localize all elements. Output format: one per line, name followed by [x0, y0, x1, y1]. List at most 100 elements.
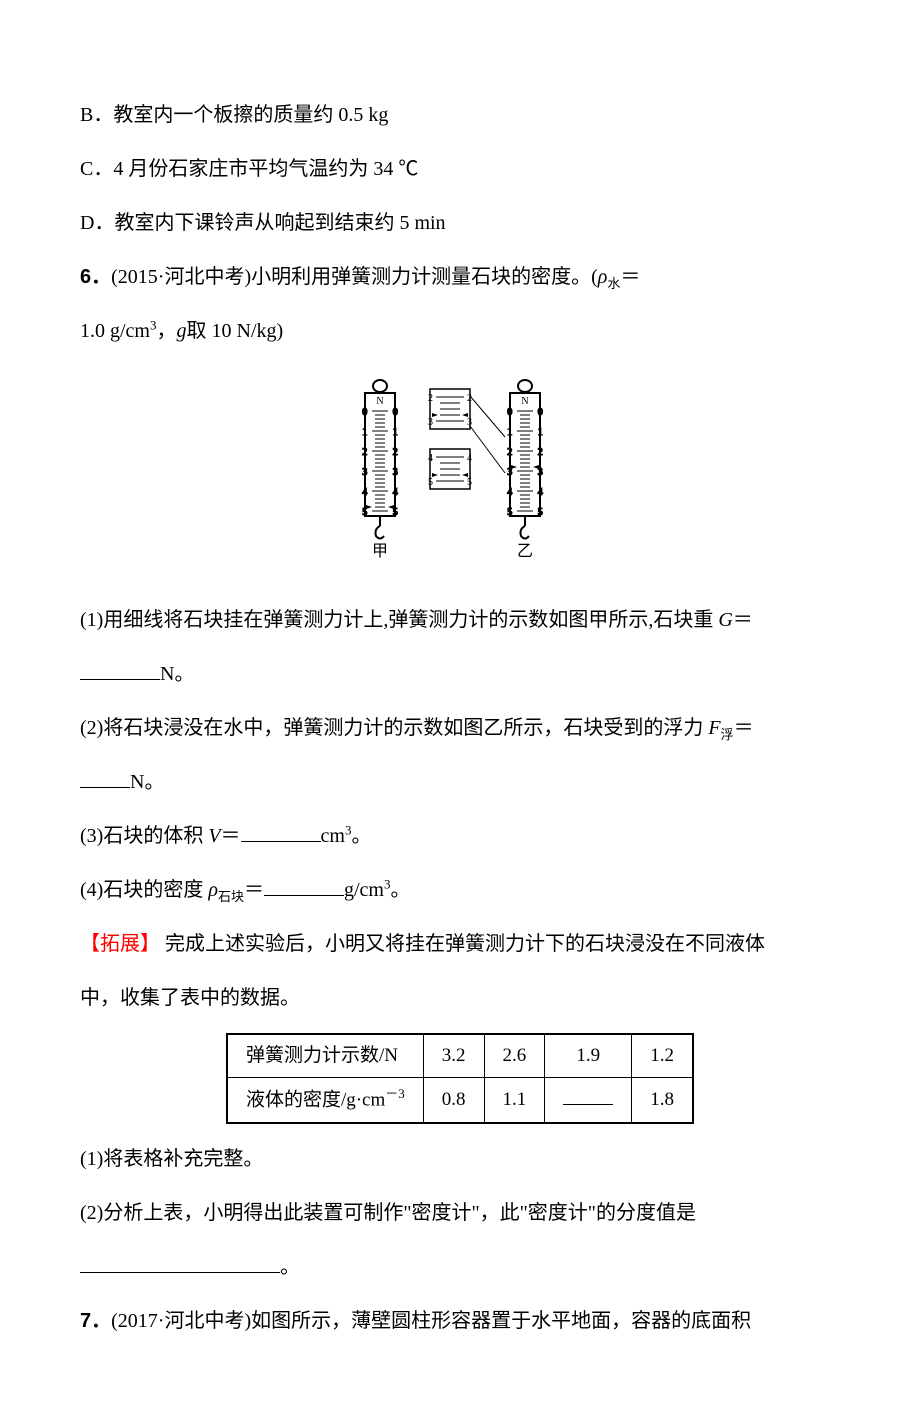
row2-label: 液体的密度/g·cm－3 — [227, 1078, 423, 1123]
svg-text:4: 4 — [362, 486, 368, 498]
svg-text:1: 1 — [362, 426, 368, 438]
svg-text:4: 4 — [428, 453, 433, 464]
q6-p3c: 。 — [351, 825, 371, 847]
svg-text:乙: 乙 — [517, 543, 533, 560]
svg-text:3: 3 — [467, 417, 472, 428]
rho2-sub: 石块 — [218, 889, 244, 904]
q6-p1b: N。 — [160, 663, 194, 685]
q6-expand-2: 中，收集了表中的数据。 — [80, 973, 840, 1023]
cell: 3.2 — [423, 1034, 484, 1078]
blank-F — [80, 768, 130, 788]
cell: 1.2 — [632, 1034, 693, 1078]
svg-text:4: 4 — [467, 453, 472, 464]
q6-part4: (4)石块的密度 ρ石块＝g/cm3。 — [80, 865, 840, 915]
svg-text:4: 4 — [538, 486, 544, 498]
q6-ext2b-period: 。 — [280, 1256, 300, 1278]
blank-G — [80, 660, 160, 680]
question-7-stem: 7．(2017·河北中考)如图所示，薄壁圆柱形容器置于水平地面，容器的底面积 — [80, 1296, 840, 1346]
svg-text:5: 5 — [467, 477, 472, 488]
q6-part3: (3)石块的体积 V＝cm3。 — [80, 811, 840, 861]
expand-text: 完成上述实验后，小明又将挂在弹簧测力计下的石块浸没在不同液体 — [160, 933, 765, 955]
svg-text:5: 5 — [428, 477, 433, 488]
q6-ext2a: (2)分析上表，小明得出此装置可制作"密度计"，此"密度计"的分度值是 — [80, 1188, 840, 1238]
F-sub: 浮 — [721, 727, 734, 742]
rho-symbol: ρ — [598, 266, 608, 288]
G-symbol: G — [718, 609, 732, 631]
option-c: C．4 月份石家庄市平均气温约为 34 ℃ — [80, 144, 840, 194]
svg-text:4: 4 — [393, 486, 399, 498]
blank-rho — [264, 876, 344, 896]
svg-text:3: 3 — [362, 466, 368, 478]
svg-text:2: 2 — [507, 446, 513, 458]
q6-p3a: (3)石块的体积 — [80, 825, 208, 847]
cell: 1.9 — [545, 1034, 632, 1078]
q6-part1: (1)用细线将石块挂在弹簧测力计上,弹簧测力计的示数如图甲所示,石块重 G＝ — [80, 595, 840, 645]
eq: ＝ — [620, 266, 640, 288]
question-6-stem-2: 1.0 g/cm3，g取 10 N/kg) — [80, 306, 840, 356]
rho-sub: 水 — [607, 276, 620, 291]
rho2-symbol: ρ — [208, 879, 218, 901]
q6-expand: 【拓展】 完成上述实验后，小明又将挂在弹簧测力计下的石块浸没在不同液体 — [80, 919, 840, 969]
q6-context: (2015·河北中考)小明利用弹簧测力计测量石块的密度。( — [111, 266, 598, 288]
table-row: 液体的密度/g·cm－3 0.8 1.1 1.8 — [227, 1078, 693, 1123]
q7-context: (2017·河北中考)如图所示，薄壁圆柱形容器置于水平地面，容器的底面积 — [111, 1310, 751, 1332]
svg-text:2: 2 — [467, 393, 472, 404]
svg-text:甲: 甲 — [372, 543, 388, 560]
g-symbol: g — [177, 320, 187, 342]
q6-comma: ， — [157, 320, 177, 342]
q6-p2-eq: ＝ — [734, 717, 754, 739]
svg-text:3: 3 — [393, 466, 399, 478]
svg-text:2: 2 — [538, 446, 544, 458]
cell-blank — [545, 1078, 632, 1123]
V-symbol: V — [208, 825, 220, 847]
q6-p3-eq: ＝ — [221, 825, 241, 847]
blank-division — [80, 1253, 280, 1273]
svg-text:1: 1 — [393, 426, 399, 438]
data-table: 弹簧测力计示数/N 3.2 2.6 1.9 1.2 液体的密度/g·cm－3 0… — [226, 1033, 694, 1124]
q6-p4b: g/cm — [344, 879, 384, 901]
svg-text:5: 5 — [538, 506, 544, 518]
q6-val: 1.0 g/cm — [80, 320, 150, 342]
q6-gtext: 取 10 N/kg) — [187, 320, 284, 342]
svg-text:5: 5 — [507, 506, 513, 518]
svg-text:1: 1 — [538, 426, 544, 438]
svg-text:N: N — [521, 396, 528, 407]
expand-label: 【拓展】 — [80, 933, 160, 955]
q6-p2a: (2)将石块浸没在水中，弹簧测力计的示数如图乙所示，石块受到的浮力 — [80, 717, 708, 739]
row1-label: 弹簧测力计示数/N — [227, 1034, 423, 1078]
question-6-stem: 6．(2015·河北中考)小明利用弹簧测力计测量石块的密度。(ρ水＝ — [80, 252, 840, 302]
svg-text:4: 4 — [507, 486, 513, 498]
svg-text:0: 0 — [538, 406, 544, 418]
q6-part2b: N。 — [80, 757, 840, 807]
q6-p4c: 。 — [390, 879, 410, 901]
blank-V — [241, 822, 321, 842]
q6-p1-eq: ＝ — [733, 609, 753, 631]
q6-p1a: (1)用细线将石块挂在弹簧测力计上,弹簧测力计的示数如图甲所示,石块重 — [80, 609, 718, 631]
q6-p3b: cm — [321, 825, 345, 847]
svg-text:0: 0 — [362, 406, 368, 418]
q6-p4-eq: ＝ — [244, 879, 264, 901]
svg-text:2: 2 — [362, 446, 368, 458]
svg-text:0: 0 — [507, 406, 513, 418]
svg-text:2: 2 — [428, 393, 433, 404]
expand-text2: 中，收集了表中的数据。 — [80, 987, 300, 1009]
q6-p4a: (4)石块的密度 — [80, 879, 208, 901]
q6-p2b: N。 — [130, 771, 164, 793]
q6-part2: (2)将石块浸没在水中，弹簧测力计的示数如图乙所示，石块受到的浮力 F浮＝ — [80, 703, 840, 753]
svg-text:1: 1 — [507, 426, 513, 438]
q7-number: 7． — [80, 1310, 111, 1332]
cell: 2.6 — [484, 1034, 545, 1078]
svg-text:N: N — [376, 396, 383, 407]
svg-text:3: 3 — [428, 417, 433, 428]
F-symbol: F — [708, 717, 720, 739]
cell: 0.8 — [423, 1078, 484, 1123]
q6-ext1: (1)将表格补充完整。 — [80, 1134, 840, 1184]
q6-number: 6． — [80, 266, 111, 288]
svg-text:0: 0 — [393, 406, 399, 418]
cell: 1.8 — [632, 1078, 693, 1123]
q6-ext2b: 。 — [80, 1242, 840, 1292]
svg-text:2: 2 — [393, 446, 399, 458]
option-b: B．教室内一个板擦的质量约 0.5 kg — [80, 90, 840, 140]
option-d: D．教室内下课铃声从响起到结束约 5 min — [80, 198, 840, 248]
q6-part1b: N。 — [80, 649, 840, 699]
